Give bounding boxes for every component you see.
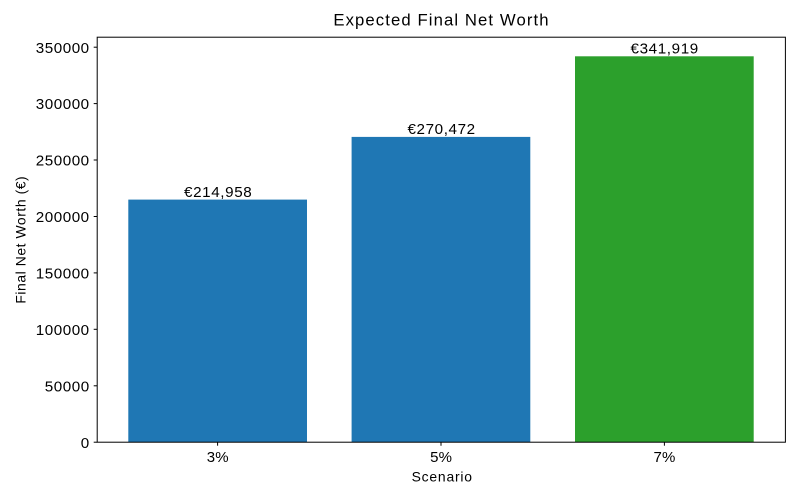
svg-text:50000: 50000 bbox=[45, 378, 90, 395]
svg-text:350000: 350000 bbox=[36, 40, 90, 57]
svg-text:Final Net Worth (€): Final Net Worth (€) bbox=[13, 176, 29, 304]
svg-text:150000: 150000 bbox=[36, 265, 90, 282]
svg-text:€270,472: €270,472 bbox=[407, 121, 475, 138]
svg-text:3%: 3% bbox=[207, 449, 229, 466]
svg-text:Expected Final Net Worth: Expected Final Net Worth bbox=[333, 10, 549, 29]
svg-text:300000: 300000 bbox=[36, 96, 90, 113]
svg-text:250000: 250000 bbox=[36, 153, 90, 170]
svg-text:0: 0 bbox=[81, 435, 90, 452]
svg-text:€214,958: €214,958 bbox=[184, 184, 252, 201]
svg-text:Scenario: Scenario bbox=[412, 468, 473, 484]
svg-text:€341,919: €341,919 bbox=[631, 41, 699, 58]
svg-text:200000: 200000 bbox=[36, 209, 90, 226]
svg-text:7%: 7% bbox=[654, 449, 676, 466]
svg-text:100000: 100000 bbox=[36, 322, 90, 339]
svg-text:5%: 5% bbox=[430, 449, 452, 466]
